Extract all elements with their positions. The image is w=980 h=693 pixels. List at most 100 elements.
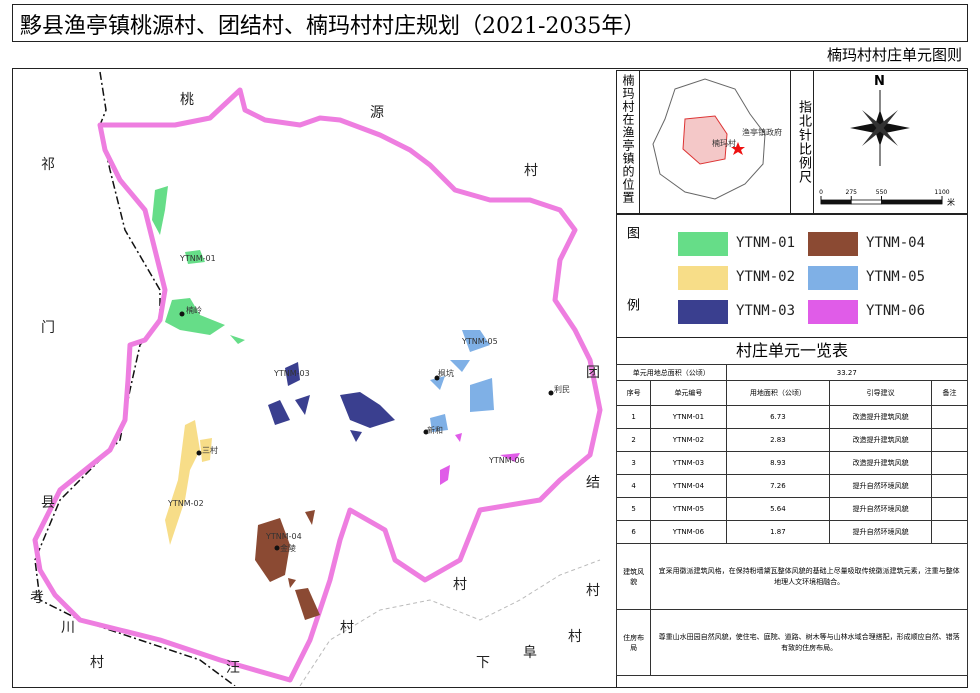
unit-01-patches bbox=[152, 186, 245, 344]
table-row: 1 YTNM-01 6.73 改造提升建筑风貌 bbox=[615, 405, 969, 429]
location-label: 楠玛村 bbox=[712, 139, 736, 148]
table-cell bbox=[930, 474, 969, 498]
legend-swatch bbox=[678, 266, 728, 290]
table-cell: 提升自然环境风貌 bbox=[829, 520, 932, 544]
table-header: 序号 单元编号 用地面积（公顷） 引导建议 备注 bbox=[615, 380, 969, 406]
place-label: 村 bbox=[568, 629, 582, 645]
note-row: 建筑风貌 宜采用徽派建筑风格，在保持粉墙黛瓦整体风貌的基础上尽量吸取传统徽派建筑元… bbox=[615, 543, 968, 610]
table-cell bbox=[930, 405, 969, 429]
table-cell: 改造提升建筑风貌 bbox=[829, 451, 932, 475]
place-label: 门 bbox=[41, 320, 55, 336]
compass-caption-box bbox=[790, 70, 814, 214]
legend-swatch bbox=[808, 300, 858, 324]
column-header: 单元编号 bbox=[650, 380, 727, 406]
note-text: 尊重山水田园自然风貌，使住宅、庭院、道路、树木等与山林水域合理搭配，形成顺应自然… bbox=[650, 609, 968, 676]
table-cell: 改造提升建筑风貌 bbox=[829, 405, 932, 429]
total-value: 33.27 bbox=[725, 364, 969, 381]
village-label: 三村 bbox=[202, 446, 218, 455]
legend-caption: 图 bbox=[624, 226, 639, 240]
scale-tick-label: 275 bbox=[846, 189, 858, 196]
place-label: 村 bbox=[586, 583, 600, 599]
table-row: 2 YTNM-02 2.83 改造提升建筑风貌 bbox=[615, 428, 969, 452]
legend-label: YTNM-03 bbox=[736, 303, 796, 319]
table-row: 6 YTNM-06 1.87 提升自然环境风貌 bbox=[615, 520, 969, 544]
table-cell: 4 bbox=[615, 474, 652, 498]
table-cell bbox=[930, 497, 969, 521]
place-label: 桃 bbox=[180, 92, 194, 108]
location-label: 渔亭镇政府 bbox=[742, 128, 782, 137]
table-row: 3 YTNM-03 8.93 改造提升建筑风貌 bbox=[615, 451, 969, 475]
place-label: 阜 bbox=[523, 645, 537, 661]
unit-04-patches bbox=[255, 510, 320, 620]
legend-label: YTNM-05 bbox=[866, 269, 926, 285]
place-label: 汪 bbox=[226, 660, 240, 676]
table-cell: 8.93 bbox=[725, 451, 831, 475]
star bbox=[731, 142, 745, 155]
table-cell: 提升自然环境风貌 bbox=[829, 497, 932, 521]
compass-caption: 指北针比例尺 bbox=[796, 100, 811, 184]
village-highlight bbox=[682, 115, 728, 165]
table-row: 单元用地总面积（公顷） 33.27 bbox=[616, 364, 969, 381]
scale-tick-label: 0 bbox=[819, 189, 823, 196]
legend-swatch bbox=[808, 266, 858, 290]
column-header: 引导建议 bbox=[829, 380, 932, 406]
title: 黟县渔亭镇桃源村、团结村、楠玛村村庄规划（2021-2035年） bbox=[20, 14, 646, 39]
unit-03-patches bbox=[268, 362, 395, 442]
scale-segment bbox=[850, 199, 882, 205]
scale-segment bbox=[820, 199, 852, 205]
location-caption: 楠玛村在渔亭镇的位置 bbox=[621, 74, 635, 204]
table-cell: 5.64 bbox=[725, 497, 831, 521]
place-label: 结 bbox=[586, 475, 600, 491]
village-boundary bbox=[32, 87, 603, 683]
note-text: 宜采用徽派建筑风格，在保持粉墙黛瓦整体风貌的基础上尽量吸取传统徽派建筑元素，注重… bbox=[650, 543, 968, 610]
total-label: 单元用地总面积（公顷） bbox=[616, 364, 727, 381]
table-cell: 7.26 bbox=[725, 474, 831, 498]
unit-02-patches bbox=[165, 420, 212, 545]
table-cell: 6.73 bbox=[725, 405, 831, 429]
village-points bbox=[179, 311, 554, 551]
column-header: 序号 bbox=[615, 380, 652, 406]
unit-table: 单元用地总面积（公顷） 33.27 序号 单元编号 用地面积（公顷） 引导建议 备注 1 YTN… bbox=[615, 364, 969, 676]
place-label: 村 bbox=[453, 577, 467, 593]
table-cell: 1 bbox=[615, 405, 652, 429]
legend-label: YTNM-01 bbox=[736, 235, 796, 251]
village-label: 新和 bbox=[427, 426, 443, 435]
table-cell: YTNM-04 bbox=[650, 474, 727, 498]
place-label: 川 bbox=[61, 620, 75, 636]
unit-06-patches bbox=[440, 433, 520, 485]
table-cell: 5 bbox=[615, 497, 652, 521]
scale-segment bbox=[881, 199, 943, 205]
unit-label: YTNM-05 bbox=[462, 337, 498, 346]
unit-label: YTNM-06 bbox=[489, 456, 525, 465]
table-cell bbox=[930, 520, 969, 544]
place-label: 下 bbox=[476, 655, 490, 671]
title-bar bbox=[12, 4, 968, 42]
unit-label: YTNM-04 bbox=[266, 532, 302, 541]
north-label: N bbox=[874, 74, 885, 89]
county-boundary bbox=[34, 71, 236, 686]
table-row: 5 YTNM-05 5.64 提升自然环境风貌 bbox=[615, 497, 969, 521]
legend-label: YTNM-06 bbox=[866, 303, 926, 319]
table-cell bbox=[930, 428, 969, 452]
unit-label: YTNM-03 bbox=[274, 369, 310, 378]
legend-swatch bbox=[678, 232, 728, 256]
place-label: 考 bbox=[30, 590, 44, 606]
subtitle: 楠玛村村庄单元图则 bbox=[826, 46, 962, 64]
unit-label: YTNM-01 bbox=[180, 254, 216, 263]
column-header: 备注 bbox=[930, 380, 969, 406]
legend-label: YTNM-02 bbox=[736, 269, 796, 285]
table-cell: 2.83 bbox=[725, 428, 831, 452]
note-label: 建筑风貌 bbox=[615, 543, 652, 610]
note-label: 住房布局 bbox=[615, 609, 652, 676]
table-cell bbox=[930, 451, 969, 475]
village-label: 利民 bbox=[554, 385, 570, 394]
place-label: 县 bbox=[41, 495, 55, 511]
place-label: 村 bbox=[340, 620, 354, 636]
table-cell: 2 bbox=[615, 428, 652, 452]
table-cell: YTNM-03 bbox=[650, 451, 727, 475]
table-cell: YTNM-01 bbox=[650, 405, 727, 429]
scale-tick-label: 1100 bbox=[934, 189, 949, 196]
town-boundary bbox=[299, 559, 601, 686]
legend-box bbox=[616, 214, 968, 338]
